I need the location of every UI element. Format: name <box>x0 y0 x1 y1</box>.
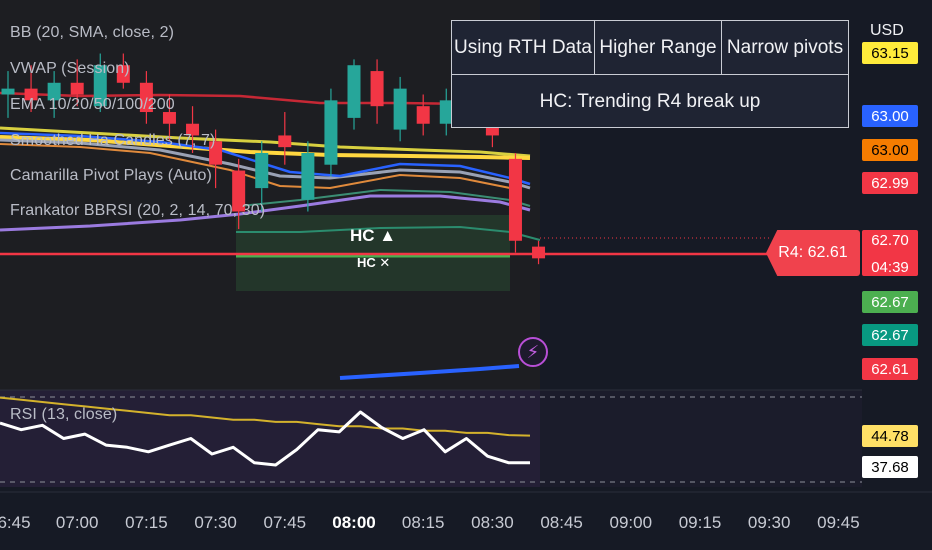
candle-body <box>370 71 384 107</box>
info-cell-pivots: Narrow pivots <box>721 21 848 74</box>
time-tick-label: 09:00 <box>609 513 653 532</box>
candle-body <box>324 100 338 165</box>
legend-bbrsi[interactable]: Frankator BBRSI (20, 2, 14, 70, 30) <box>10 202 266 219</box>
vwap-low-line <box>339 364 520 380</box>
time-tick-label: 08:15 <box>401 513 445 532</box>
price-tag: 62.67 <box>862 324 918 346</box>
rsi-pane <box>0 396 862 483</box>
hc-up-marker: HC ▲ <box>350 226 397 245</box>
candle-body <box>116 65 130 83</box>
candle-body <box>232 170 246 212</box>
ema-yellow-line <box>0 135 531 160</box>
info-cell-range: Higher Range <box>594 21 721 74</box>
legend-bb[interactable]: BB (20, SMA, close, 2) <box>10 24 175 41</box>
ema-blue-line <box>0 131 531 186</box>
legend-camarilla[interactable]: Camarilla Pivot Plays (Auto) <box>10 167 212 184</box>
time-tick-label: 07:30 <box>194 513 237 532</box>
candle-body <box>1 88 15 95</box>
session-shade <box>0 0 540 390</box>
legend-ema[interactable]: EMA 10/20/50/100/200 <box>10 96 175 113</box>
time-tick-label: 08:45 <box>540 513 583 532</box>
lower-band-line <box>0 194 531 232</box>
pivot-info-table: Using RTH Data Higher Range Narrow pivot… <box>451 20 849 128</box>
time-tick-label: 07:45 <box>263 513 307 532</box>
candle-body <box>301 153 315 200</box>
legend-ha-candles[interactable]: Smoothed Ha Candles (7, 7) <box>10 132 216 149</box>
candle-body <box>47 82 61 101</box>
time-tick-label: 09:15 <box>678 513 722 532</box>
rsi-line <box>0 410 530 467</box>
candle-body <box>139 82 153 113</box>
r4-pivot-label: R4: 62.61 <box>766 230 860 276</box>
info-row-2: HC: Trending R4 break up <box>452 74 848 128</box>
last-price-tag: 62.70 <box>862 230 918 276</box>
time-tick-label: 08:30 <box>471 513 514 532</box>
candle-body <box>162 112 176 124</box>
legend-vwap[interactable]: VWAP (Session) <box>10 60 130 77</box>
time-tick-label: 6:45 <box>0 513 31 532</box>
candle-body <box>532 246 546 259</box>
price-tag: 63.15 <box>862 42 918 64</box>
time-tick-label: 09:30 <box>747 513 791 532</box>
currency-button[interactable]: USD <box>870 22 904 39</box>
candle-body <box>209 141 223 165</box>
candle-body <box>278 135 292 148</box>
time-tick-label: 08:00 <box>332 513 376 532</box>
price-tag: 62.99 <box>862 172 918 194</box>
price-tag: 63.00 <box>862 139 918 161</box>
rsi-session-shade <box>0 390 540 487</box>
bar-countdown: 04:39 <box>871 259 909 276</box>
indicator-bands <box>0 91 541 380</box>
time-tick-label: 07:00 <box>55 513 99 532</box>
ema-orange-line <box>0 143 521 191</box>
rsi-value-tag: 37.68 <box>862 456 918 478</box>
rsi-ma-line <box>0 396 531 437</box>
candle-body <box>439 100 453 124</box>
price-tag: 63.00 <box>862 105 918 127</box>
rsi-pane-bg <box>540 390 862 487</box>
candle-body <box>508 158 522 241</box>
info-row-1: Using RTH Data Higher Range Narrow pivot… <box>452 21 848 74</box>
price-tag: 62.67 <box>862 291 918 313</box>
candle-body <box>347 65 361 118</box>
candle-body <box>70 82 84 95</box>
chart-background <box>0 0 932 493</box>
candle-body <box>93 65 107 107</box>
rsi-ma-tag: 44.78 <box>862 425 918 447</box>
price-tag: 62.61 <box>862 358 918 380</box>
lightning-icon[interactable]: ⚡ <box>518 337 548 367</box>
candle-body <box>393 88 407 130</box>
time-tick-label: 09:45 <box>817 513 860 532</box>
vwap-line <box>0 126 531 158</box>
legend-rsi[interactable]: RSI (13, close) <box>10 406 118 423</box>
candle-body <box>186 123 200 136</box>
info-cell-status: HC: Trending R4 break up <box>539 90 761 112</box>
time-tick-label: 07:15 <box>125 513 168 532</box>
hc-cross-marker: HC ✕ <box>357 255 391 270</box>
candle-body <box>24 88 38 101</box>
candle-body <box>255 153 269 189</box>
candle-body <box>416 106 430 124</box>
info-cell-rth: Using RTH Data <box>454 36 592 58</box>
